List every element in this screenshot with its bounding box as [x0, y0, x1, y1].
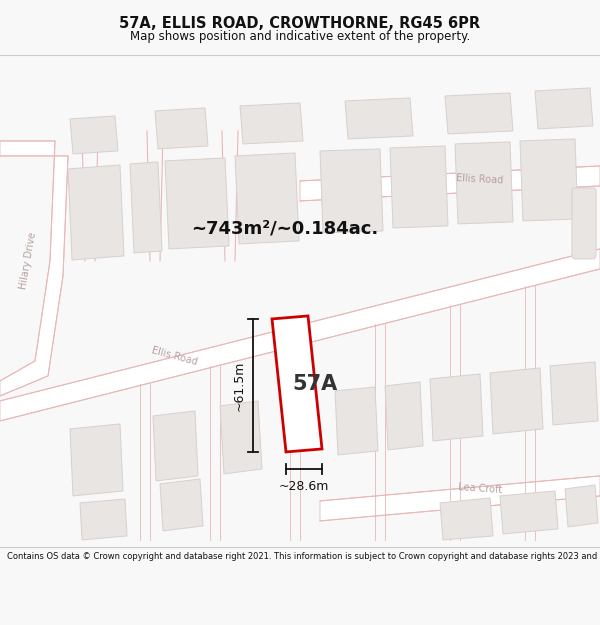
Polygon shape — [335, 387, 378, 455]
Polygon shape — [160, 479, 203, 531]
Polygon shape — [130, 162, 162, 253]
Polygon shape — [68, 165, 124, 260]
Polygon shape — [550, 362, 598, 425]
Polygon shape — [0, 249, 600, 421]
Polygon shape — [440, 498, 493, 540]
Text: Lea Croft: Lea Croft — [458, 482, 502, 496]
Polygon shape — [165, 158, 229, 249]
FancyBboxPatch shape — [572, 188, 596, 259]
Polygon shape — [520, 139, 578, 221]
Polygon shape — [70, 116, 118, 154]
Polygon shape — [153, 411, 198, 481]
Polygon shape — [70, 424, 123, 496]
Text: ~61.5m: ~61.5m — [233, 360, 245, 411]
Polygon shape — [272, 316, 322, 452]
Polygon shape — [455, 142, 513, 224]
Polygon shape — [430, 374, 483, 441]
Text: Ellis Road: Ellis Road — [151, 345, 199, 367]
Text: Contains OS data © Crown copyright and database right 2021. This information is : Contains OS data © Crown copyright and d… — [7, 552, 600, 561]
Polygon shape — [445, 93, 513, 134]
Polygon shape — [320, 149, 383, 233]
Polygon shape — [300, 166, 600, 201]
Polygon shape — [490, 368, 543, 434]
Text: 57A, ELLIS ROAD, CROWTHORNE, RG45 6PR: 57A, ELLIS ROAD, CROWTHORNE, RG45 6PR — [119, 16, 481, 31]
Text: ~743m²/~0.184ac.: ~743m²/~0.184ac. — [191, 220, 379, 238]
Polygon shape — [235, 153, 299, 244]
Text: Map shows position and indicative extent of the property.: Map shows position and indicative extent… — [130, 30, 470, 43]
Polygon shape — [345, 98, 413, 139]
Polygon shape — [220, 401, 262, 474]
Text: Ellis Road: Ellis Road — [456, 173, 504, 185]
Polygon shape — [565, 485, 598, 527]
Text: Hilary Drive: Hilary Drive — [18, 232, 38, 290]
Text: 57A: 57A — [292, 374, 338, 394]
Polygon shape — [320, 476, 600, 521]
Polygon shape — [535, 88, 593, 129]
Polygon shape — [390, 146, 448, 228]
Polygon shape — [0, 141, 68, 396]
Polygon shape — [240, 103, 303, 144]
Text: ~28.6m: ~28.6m — [279, 481, 329, 494]
Polygon shape — [385, 382, 423, 450]
Polygon shape — [155, 108, 208, 149]
Polygon shape — [500, 491, 558, 534]
Polygon shape — [80, 499, 127, 540]
